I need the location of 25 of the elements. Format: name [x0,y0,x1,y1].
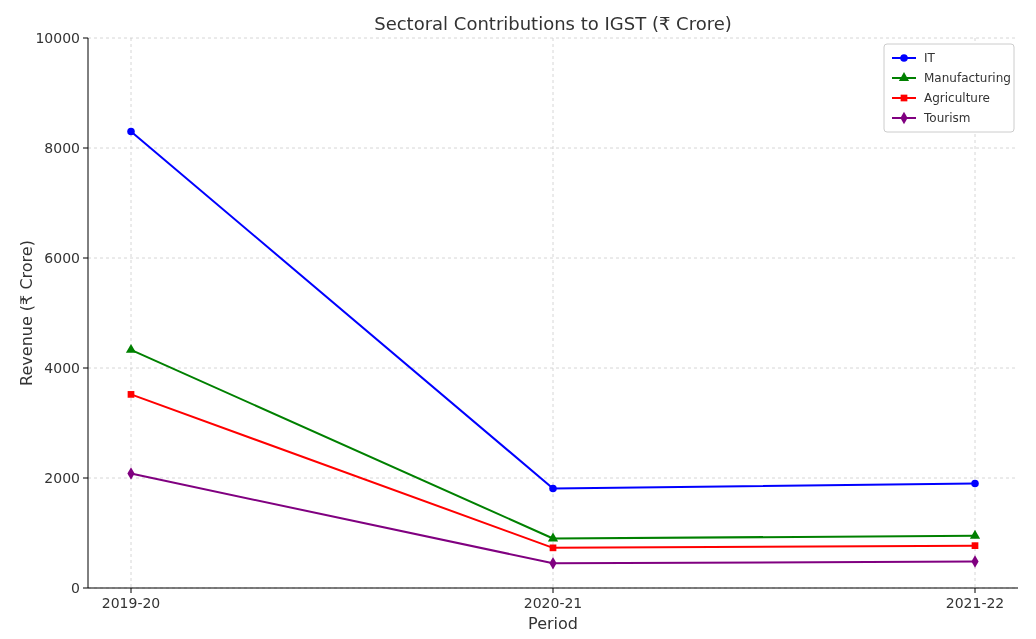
y-tick-label: 0 [71,579,80,596]
point [971,479,979,488]
point [971,542,979,549]
legend-label: IT [924,51,936,66]
y-tick-label: 2000 [44,469,80,486]
x-tick-label: 2020-21 [523,595,583,611]
point [549,484,557,493]
point [549,544,557,552]
y-tick-label: 10000 [35,29,80,46]
legend-label: Tourism [923,111,971,126]
y-tick-label: 4000 [44,359,80,376]
legend-label: Agriculture [924,91,990,106]
point [547,532,559,542]
x-tick-label: 2019-20 [101,595,161,611]
chart-title: Sectoral Contributions to IGST (₹ Crore) [374,13,732,34]
point [969,529,981,539]
x-axis-title: Period [528,614,578,633]
legend-label: Manufacturing [924,71,1011,86]
point [125,343,137,353]
y-tick-label: 8000 [44,139,80,156]
y-tick-label: 6000 [44,249,80,266]
point [127,391,135,398]
x-tick-label: 2021-22 [945,595,1005,611]
y-axis-title: Revenue (₹ Crore) [17,240,36,386]
point [127,127,135,136]
